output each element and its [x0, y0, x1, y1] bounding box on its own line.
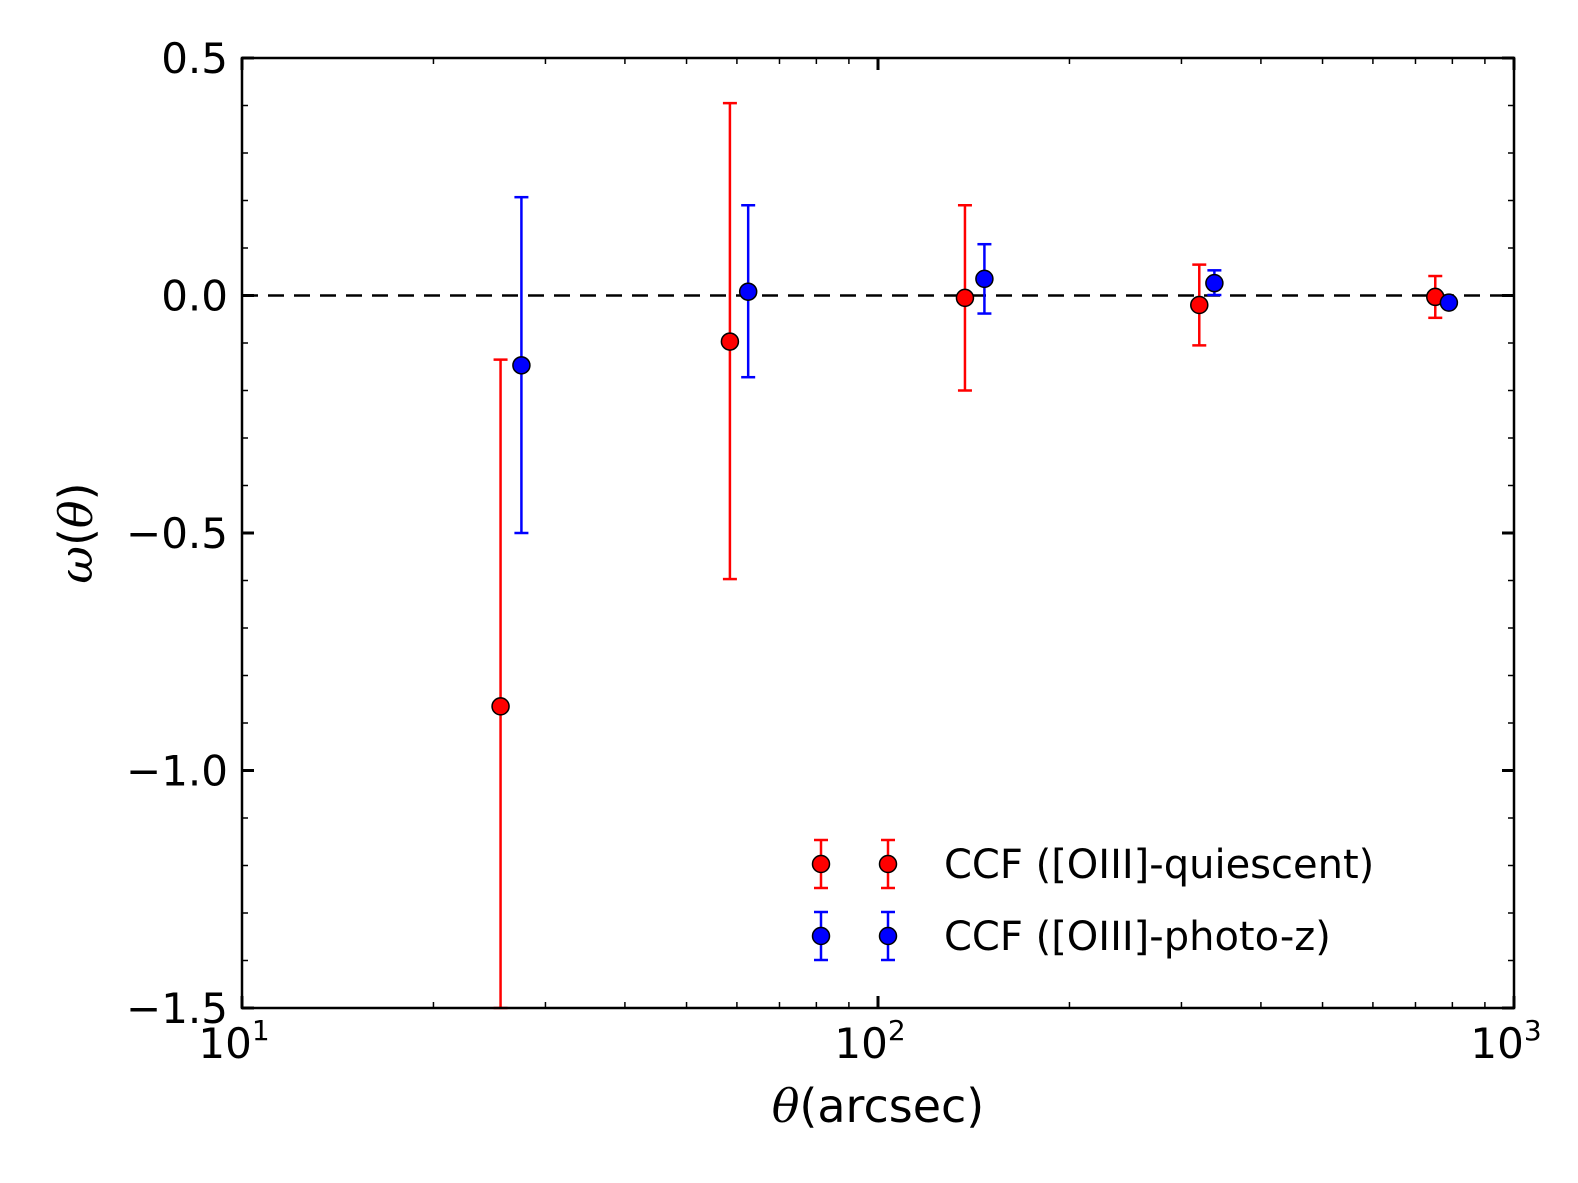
series-layer	[491, 101, 1459, 1010]
data-point	[955, 288, 975, 308]
data-point	[491, 697, 510, 716]
x-tick-label: 101	[198, 1014, 269, 1068]
x-tick-label: 103	[1470, 1014, 1541, 1068]
y-tick-label: −0.5	[126, 509, 228, 558]
data-point	[1439, 293, 1459, 312]
legend-point	[811, 926, 831, 946]
legend-point	[878, 854, 898, 874]
x-tick-label: 102	[834, 1014, 905, 1068]
legend-label-quiescent: CCF ([OIII]-quiescent)	[944, 842, 1374, 888]
y-tick-label: −1.0	[126, 747, 228, 796]
data-point	[512, 356, 531, 375]
legend-marker-photo-z	[811, 910, 898, 962]
data-point	[720, 332, 740, 351]
y-axis-label: ω(θ)	[49, 482, 103, 583]
data-point	[738, 282, 758, 301]
legend-label-photo-z: CCF ([OIII]-photo-z)	[944, 914, 1331, 960]
y-tick-label: −1.5	[126, 984, 228, 1033]
x-axis-label: θ(arcsec)	[772, 1079, 985, 1133]
y-tick-label: 0.5	[161, 34, 228, 83]
y-tick-label: 0.0	[161, 272, 228, 321]
axis-ticks	[240, 56, 1516, 1010]
data-point	[1190, 295, 1209, 315]
legend-point	[878, 926, 898, 946]
series-photo-z	[512, 195, 1459, 535]
data-point	[1205, 273, 1224, 293]
legend-marker-quiescent	[811, 838, 898, 890]
data-point	[975, 269, 994, 289]
legend-point	[811, 854, 831, 874]
legend: CCF ([OIII]-quiescent) CCF ([OIII]-photo…	[811, 838, 1374, 962]
series-quiescent	[491, 101, 1445, 1010]
